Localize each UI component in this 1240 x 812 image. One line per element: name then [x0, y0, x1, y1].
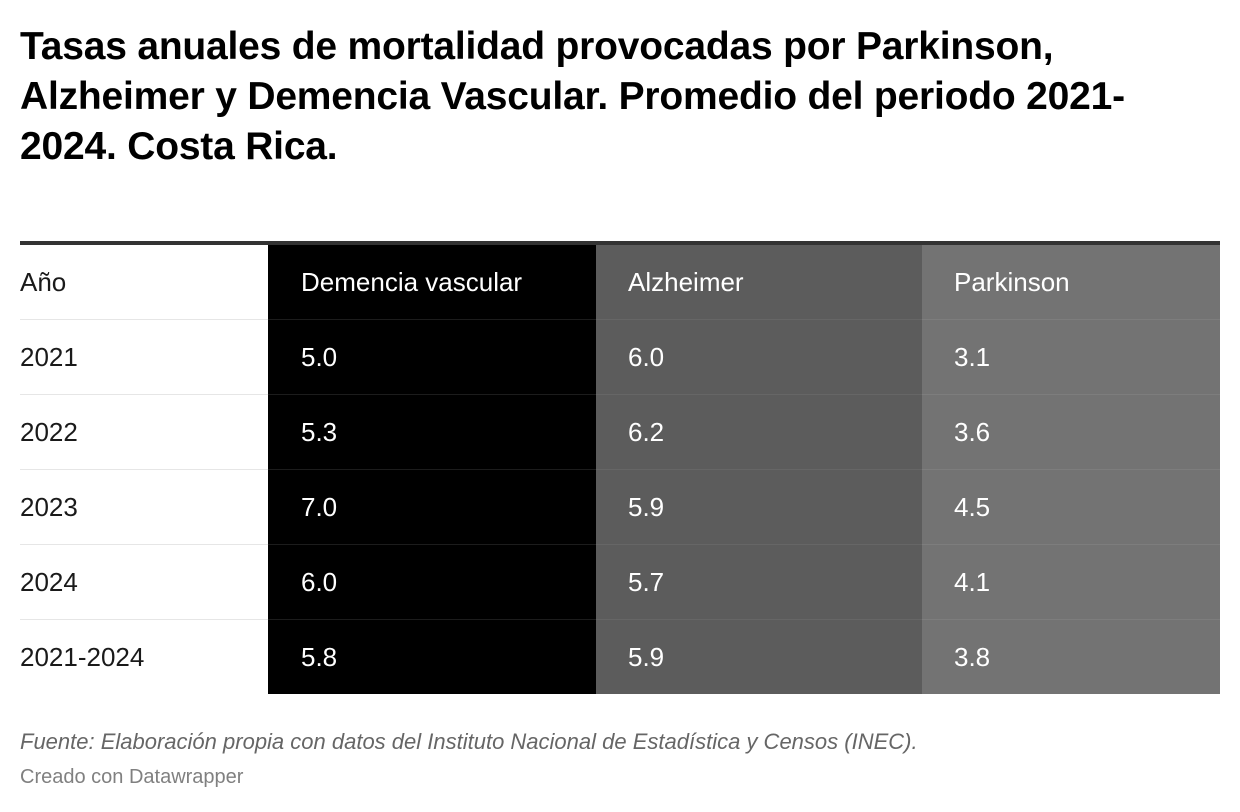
- header-parkinson: Parkinson: [922, 245, 1220, 320]
- cell-demencia-vascular: 7.0: [268, 469, 596, 545]
- cell-parkinson: 3.6: [922, 394, 1220, 470]
- header-alzheimer: Alzheimer: [596, 245, 922, 320]
- cell-alzheimer: 5.7: [596, 544, 922, 620]
- cell-alzheimer: 6.2: [596, 394, 922, 470]
- table-row: 2022 5.3 6.2 3.6: [20, 394, 1220, 470]
- cell-year: 2024: [20, 544, 268, 620]
- header-year: Año: [20, 245, 268, 320]
- datawrapper-credit: Creado con Datawrapper: [20, 766, 244, 788]
- cell-year: 2021: [20, 319, 268, 395]
- data-table: Año Demencia vascular Alzheimer Parkinso…: [20, 245, 1220, 694]
- cell-parkinson: 3.8: [922, 619, 1220, 694]
- cell-alzheimer: 5.9: [596, 619, 922, 694]
- cell-alzheimer: 5.9: [596, 469, 922, 545]
- cell-demencia-vascular: 5.8: [268, 619, 596, 694]
- cell-demencia-vascular: 5.0: [268, 319, 596, 395]
- cell-year: 2022: [20, 394, 268, 470]
- cell-alzheimer: 6.0: [596, 319, 922, 395]
- chart-title: Tasas anuales de mortalidad provocadas p…: [20, 25, 1125, 168]
- table-row: 2023 7.0 5.9 4.5: [20, 469, 1220, 545]
- cell-demencia-vascular: 5.3: [268, 394, 596, 470]
- cell-parkinson: 4.5: [922, 469, 1220, 545]
- table-header-row: Año Demencia vascular Alzheimer Parkinso…: [20, 245, 1220, 320]
- cell-parkinson: 4.1: [922, 544, 1220, 620]
- table-top-rule: [20, 241, 1220, 245]
- cell-demencia-vascular: 6.0: [268, 544, 596, 620]
- cell-parkinson: 3.1: [922, 319, 1220, 395]
- source-note: Fuente: Elaboración propia con datos del…: [20, 729, 918, 754]
- cell-year: 2023: [20, 469, 268, 545]
- cell-year: 2021-2024: [20, 619, 268, 694]
- data-table-container: Año Demencia vascular Alzheimer Parkinso…: [20, 241, 1220, 694]
- table-row: 2024 6.0 5.7 4.1: [20, 544, 1220, 620]
- table-row: 2021 5.0 6.0 3.1: [20, 319, 1220, 395]
- header-demencia-vascular: Demencia vascular: [268, 245, 596, 320]
- table-row-average: 2021-2024 5.8 5.9 3.8: [20, 619, 1220, 694]
